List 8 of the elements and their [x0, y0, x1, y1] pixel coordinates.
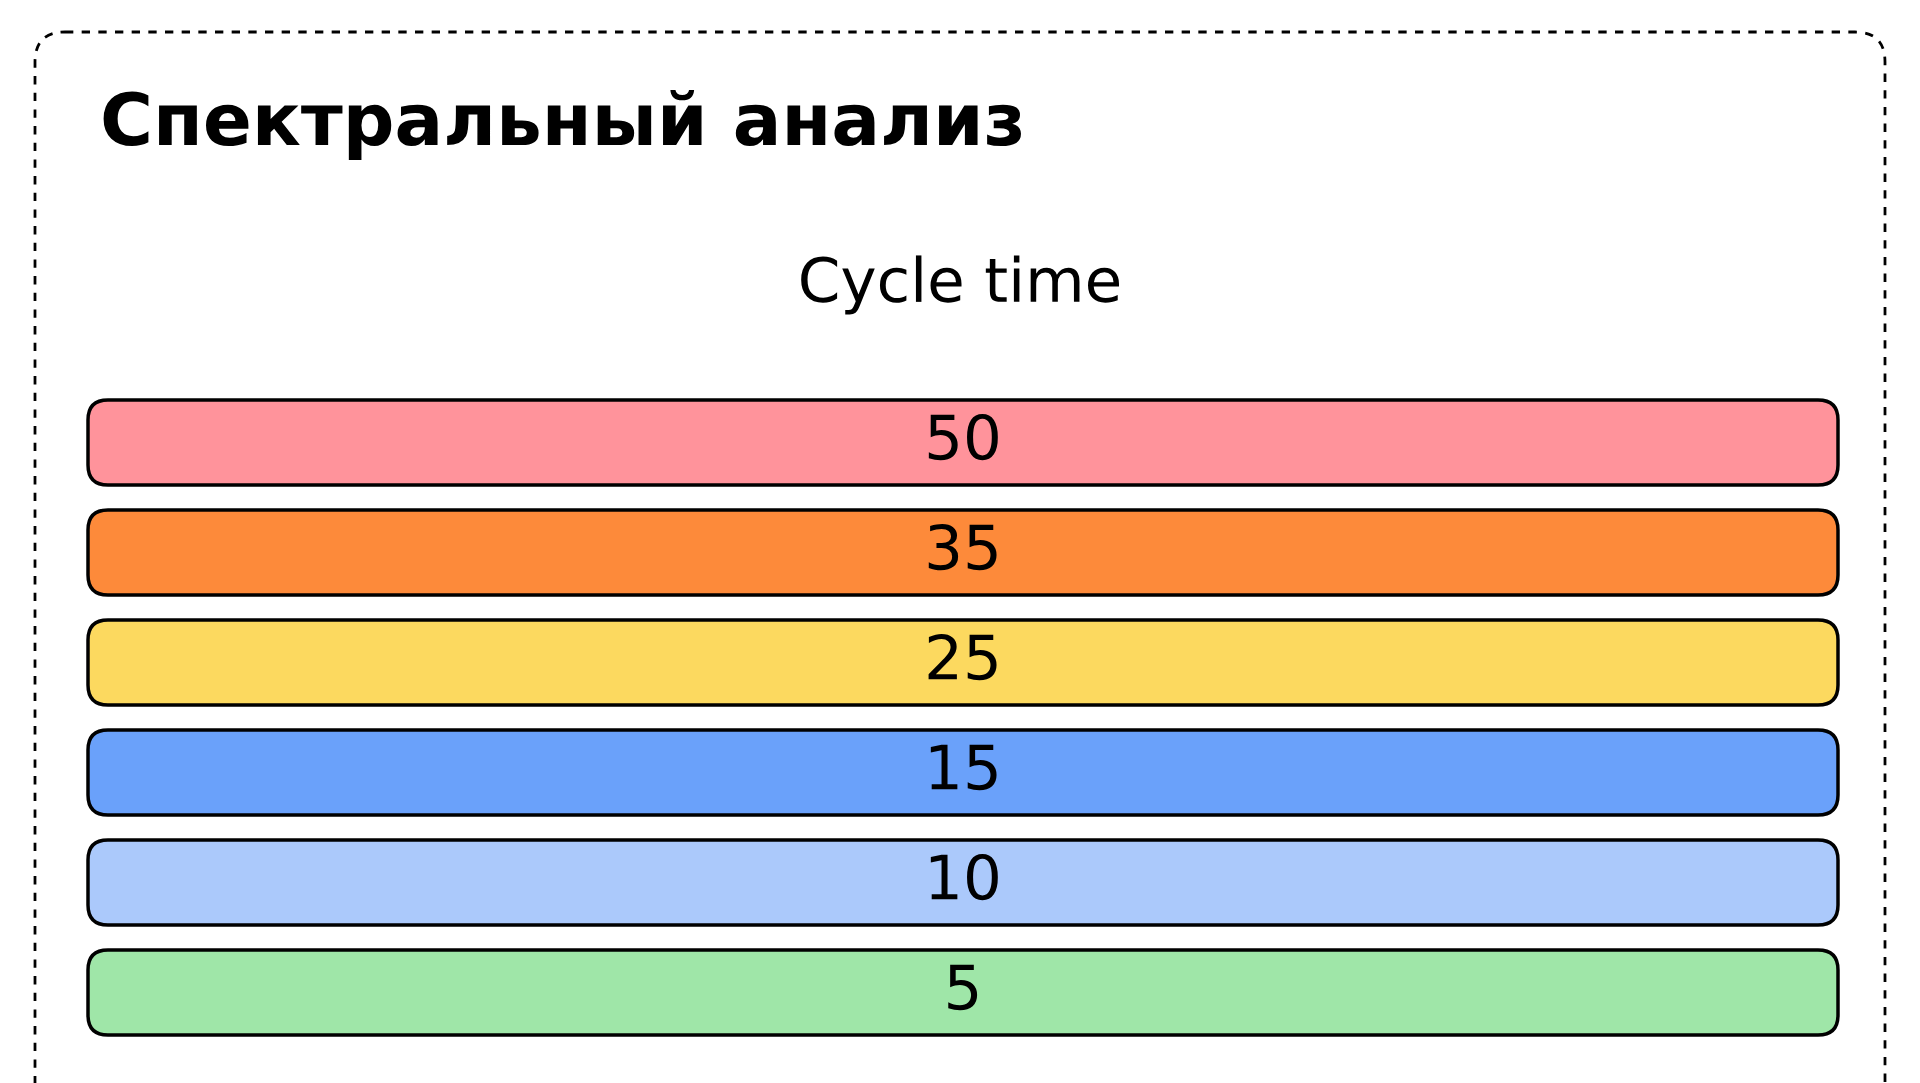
text: Cycle time: [801, 255, 1119, 315]
data-label: 25: [928, 634, 997, 681]
data-label: 5: [948, 964, 978, 1011]
data-label: 50: [928, 414, 998, 461]
data-label: 35: [928, 524, 997, 571]
text: Спектральный анализ: [103, 89, 1021, 161]
data-label: 10: [930, 854, 998, 901]
data-label: 15: [930, 744, 997, 791]
